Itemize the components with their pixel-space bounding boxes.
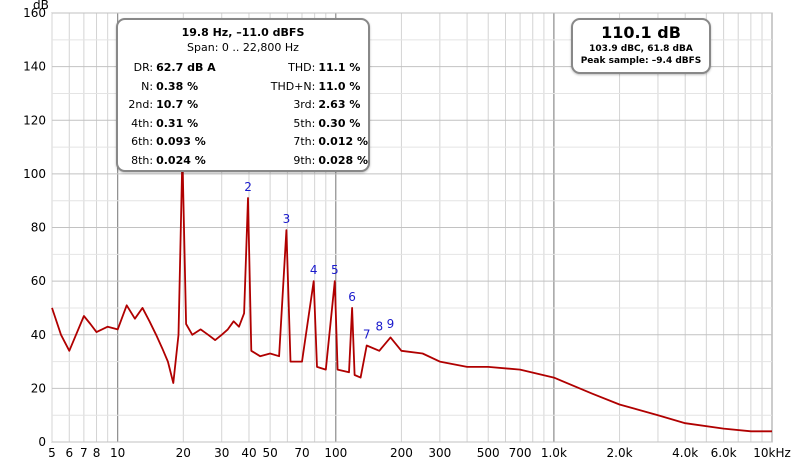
stat-value: 0.31 % — [156, 116, 199, 130]
y-tick-label: 100 — [23, 167, 46, 181]
y-tick-label: 0 — [38, 435, 46, 449]
harmonic-labels: 2 3 4 56 78 9 — [244, 180, 394, 341]
stat-value: 62.7 dB A — [156, 61, 216, 74]
stat-key: 2nd: — [128, 98, 154, 111]
stat-value: 0.012 % — [318, 135, 368, 148]
x-tick-label: 6.0k — [711, 446, 737, 460]
stats-row: DR: 62.7 dB A THD: 11.1 % — [118, 59, 368, 78]
x-tick-label: 4.0k — [672, 446, 698, 460]
stat-key: 5th: — [293, 116, 316, 130]
stat-key: THD+N: — [270, 79, 316, 93]
stats-row: 8th: 0.024 % 9th: 0.028 % — [118, 152, 368, 171]
x-tick-label: 40 — [241, 446, 256, 460]
x-tick-label: 100 — [324, 446, 347, 460]
stat-value: 11.0 % — [318, 79, 361, 93]
stat-key: 9th: — [293, 153, 316, 167]
y-tick-label: 60 — [31, 274, 46, 288]
stat-value: 2.63 % — [318, 98, 361, 111]
level-panel: 110.1 dB 103.9 dBC, 61.8 dBA Peak sample… — [571, 18, 711, 74]
stats-table: DR: 62.7 dB A THD: 11.1 % N: 0.38 % THD+N: 11.… — [118, 59, 368, 170]
y-axis: 0 20 40 60 80 100 120 140 160 — [23, 6, 46, 449]
x-tick-label: 7 — [80, 446, 88, 460]
stats-panel: 19.8 Hz, –11.0 dBFS Span: 0 .. 22,800 Hz… — [116, 18, 370, 172]
y-tick-label: 40 — [31, 328, 46, 342]
harmonic-label: 5 — [331, 263, 339, 277]
stat-value: 0.093 % — [156, 135, 206, 148]
x-tick-label: 1.0k — [541, 446, 567, 460]
stat-key: 8th: — [131, 153, 154, 167]
x-tick-label: 30 — [214, 446, 229, 460]
x-tick-label: 700 — [509, 446, 532, 460]
harmonic-label: 6 — [348, 290, 356, 304]
x-tick-label: 10kHz — [753, 446, 791, 460]
x-tick-label: 8 — [93, 446, 101, 460]
stat-value: 11.1 % — [318, 61, 361, 74]
stats-row: N: 0.38 % THD+N: 11.0 % — [118, 78, 368, 97]
stat-key: DR: — [133, 61, 154, 74]
stat-key: 6th: — [131, 135, 154, 148]
fundamental-readout: 19.8 Hz, –11.0 dBFS — [181, 26, 305, 39]
harmonic-label: 2 — [244, 180, 252, 194]
y-tick-label: 120 — [23, 113, 46, 127]
stat-value: 0.38 % — [156, 79, 199, 93]
harmonic-label: 3 — [283, 212, 291, 226]
x-tick-label: 300 — [428, 446, 451, 460]
stat-value: 10.7 % — [156, 98, 199, 111]
x-tick-label: 50 — [262, 446, 277, 460]
stat-key: N: — [141, 79, 154, 93]
level-value: 110.1 dB — [601, 23, 681, 42]
peak-sample: Peak sample: –9.4 dBFS — [580, 56, 702, 66]
stat-value: 0.30 % — [318, 116, 361, 130]
x-tick-label: 200 — [390, 446, 413, 460]
stat-value: 0.024 % — [156, 153, 206, 167]
x-tick-label: 5 — [48, 446, 56, 460]
stat-key: 4th: — [131, 116, 154, 130]
stats-row: 2nd: 10.7 % 3rd: 2.63 % — [118, 96, 368, 115]
stat-key: THD: — [288, 61, 316, 74]
x-tick-label: 500 — [477, 446, 500, 460]
stat-key: 3rd: — [293, 98, 316, 111]
stat-value: 0.028 % — [318, 153, 368, 167]
weighted-levels: 103.9 dBC, 61.8 dBA — [589, 44, 693, 54]
x-tick-label: 6 — [65, 446, 73, 460]
stats-row: 4th: 0.31 % 5th: 0.30 % — [118, 115, 368, 134]
y-tick-label: 20 — [31, 381, 46, 395]
harmonic-label: 4 — [310, 263, 318, 277]
x-tick-label: 20 — [176, 446, 191, 460]
stat-key: 7th: — [293, 135, 316, 148]
x-tick-label: 2.0k — [607, 446, 633, 460]
stats-row: 6th: 0.093 % 7th: 0.012 % — [118, 133, 368, 152]
x-tick-label: 10 — [110, 446, 125, 460]
span-readout: Span: 0 .. 22,800 Hz — [187, 41, 299, 54]
y-tick-label: 140 — [23, 60, 46, 74]
x-axis: 5 6 7 8 10 20 30 40 50 70 100 200 300 500 700 1.0k 2.0k 4… — [48, 446, 791, 460]
harmonic-label: 8 — [376, 319, 384, 333]
harmonic-label: 7 — [363, 327, 371, 341]
y-tick-label: 160 — [23, 6, 46, 20]
y-tick-label: 80 — [31, 221, 46, 235]
x-tick-label: 70 — [294, 446, 309, 460]
series-group — [51, 154, 772, 433]
harmonic-label: 9 — [387, 317, 395, 331]
spectrum-line — [51, 154, 772, 433]
y-axis-label: dB — [33, 0, 49, 12]
